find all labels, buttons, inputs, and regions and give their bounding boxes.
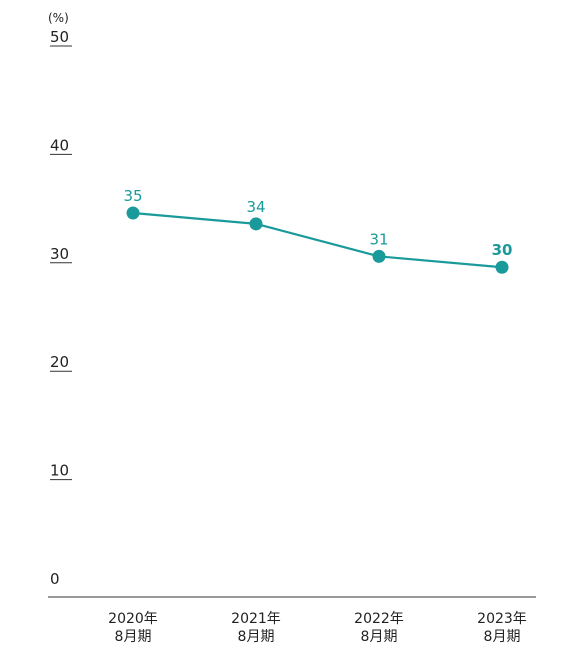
data-label: 35 bbox=[123, 187, 142, 205]
x-tick-label-period: 8月期 bbox=[361, 629, 398, 645]
series-layer: 35 34 31 30 bbox=[123, 187, 512, 274]
x-tick-label-period: 8月期 bbox=[238, 629, 275, 645]
x-tick-label-period: 8月期 bbox=[484, 629, 521, 645]
y-tick-label: 50 bbox=[50, 28, 69, 46]
x-tick-label-year: 2023年 bbox=[477, 611, 527, 627]
y-tick-label: 30 bbox=[50, 245, 69, 263]
data-point bbox=[249, 217, 263, 231]
data-label: 31 bbox=[369, 230, 388, 248]
y-tick-label: 20 bbox=[50, 353, 69, 371]
x-tick-label-period: 8月期 bbox=[115, 629, 152, 645]
y-tick-label: 40 bbox=[50, 136, 69, 154]
y-tick-label: 10 bbox=[50, 462, 69, 480]
x-tick-label-year: 2020年 bbox=[108, 611, 158, 627]
data-point bbox=[372, 249, 386, 263]
series-line bbox=[132, 211, 503, 269]
data-label: 30 bbox=[492, 241, 513, 259]
x-axis-ticks: 2020年 8月期 2021年 8月期 2022年 8月期 2023年 8月期 bbox=[108, 611, 527, 645]
data-point bbox=[495, 260, 509, 274]
y-tick-label: 0 bbox=[50, 570, 60, 588]
data-point bbox=[126, 206, 140, 220]
x-tick-label-year: 2021年 bbox=[231, 611, 281, 627]
y-axis-unit: (%) bbox=[48, 11, 69, 25]
data-label: 34 bbox=[246, 198, 265, 216]
y-axis-ticks: 0 10 20 30 40 50 bbox=[50, 28, 72, 588]
x-tick-label-year: 2022年 bbox=[354, 611, 404, 627]
